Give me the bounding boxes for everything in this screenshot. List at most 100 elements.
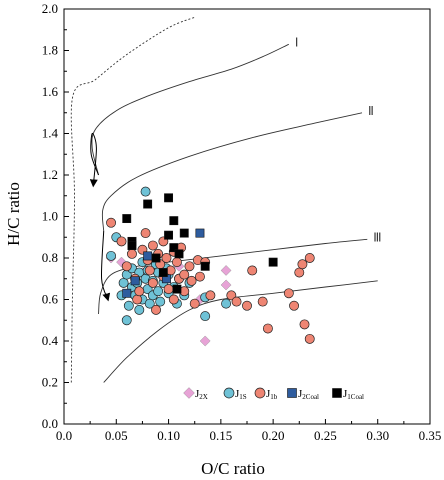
point-J1b xyxy=(232,297,241,306)
x-tick-label: 0.05 xyxy=(105,428,128,443)
legend-item-J1Coal: J1Coal xyxy=(333,388,365,401)
point-J1b xyxy=(263,324,272,333)
legend-marker xyxy=(224,388,234,398)
point-J1S xyxy=(141,187,150,196)
legend: J2X J1S J1b J2Coal J1Coal xyxy=(184,388,365,402)
point-J1b xyxy=(117,237,126,246)
point-J1Coal xyxy=(180,229,188,237)
point-J1Coal xyxy=(173,285,181,293)
point-J1b xyxy=(305,334,314,343)
point-J2Coal xyxy=(144,252,152,260)
y-tick-label: 1.0 xyxy=(42,209,58,224)
x-tick-label: 0.0 xyxy=(56,428,72,443)
x-tick-label: 0.30 xyxy=(366,428,389,443)
point-J1Coal xyxy=(128,241,136,249)
curve-1 xyxy=(92,44,289,175)
point-J2Coal xyxy=(196,229,204,237)
y-tick-label: 0.6 xyxy=(42,292,59,307)
x-tick-label: 0.10 xyxy=(157,428,180,443)
point-J1b xyxy=(258,297,267,306)
axes: 0.0 0.05 0.10 0.15 0.20 0.25 0.30 0.35 0.0 0.2 0.4… xyxy=(42,1,442,443)
point-J2X xyxy=(221,265,231,275)
y-tick-label: 1.8 xyxy=(42,43,58,58)
point-J1b xyxy=(135,287,144,296)
y-tick-label: 0.8 xyxy=(42,250,58,265)
point-J1b xyxy=(300,320,309,329)
point-J1Coal xyxy=(164,231,172,239)
point-J1b xyxy=(106,218,115,227)
legend-label: J2Coal xyxy=(298,388,319,401)
point-J1Coal xyxy=(170,217,178,225)
point-J1b xyxy=(190,299,199,308)
point-J2Coal xyxy=(131,277,139,285)
y-axis-title: H/C ratio xyxy=(4,182,23,246)
point-J2Coal xyxy=(123,289,131,297)
point-J1b xyxy=(305,253,314,262)
legend-item-J1S: J1S xyxy=(224,388,247,401)
point-J1S xyxy=(201,312,210,321)
kerogen-curves: Ⅰ Ⅱ Ⅲ xyxy=(71,17,381,382)
x-tick-label: 0.25 xyxy=(314,428,337,443)
point-J1b xyxy=(206,291,215,300)
point-J1b xyxy=(148,241,157,250)
point-J1b xyxy=(185,262,194,271)
legend-marker xyxy=(184,388,195,399)
curve-label-2: Ⅱ xyxy=(368,104,374,118)
point-J1b xyxy=(127,249,136,258)
point-J1S xyxy=(135,305,144,314)
legend-marker xyxy=(255,388,265,398)
point-J1Coal xyxy=(152,254,160,262)
point-J1S xyxy=(221,299,230,308)
point-J1b xyxy=(187,276,196,285)
y-tick-label: 0.2 xyxy=(42,375,58,390)
legend-item-J1b: J1b xyxy=(255,388,278,401)
x-tick-label: 0.20 xyxy=(262,428,285,443)
point-J1b xyxy=(248,266,257,275)
point-J1b xyxy=(145,266,154,275)
y-tick-label: 1.2 xyxy=(42,167,58,182)
curve-label-1: Ⅰ xyxy=(295,35,299,49)
point-J1b xyxy=(133,295,142,304)
point-J1b xyxy=(172,258,181,267)
plot-frame xyxy=(64,9,430,424)
curve-2 xyxy=(102,113,362,231)
point-J1Coal xyxy=(144,200,152,208)
legend-item-J2Coal: J2Coal xyxy=(288,388,320,401)
point-J1Coal xyxy=(269,258,277,266)
point-J1S xyxy=(156,297,165,306)
legend-marker xyxy=(333,389,342,398)
point-J1b xyxy=(122,262,131,271)
point-J1S xyxy=(154,287,163,296)
point-J1Coal xyxy=(123,214,131,222)
point-J1b xyxy=(289,301,298,310)
point-J1Coal xyxy=(201,262,209,270)
y-tick-label: 1.4 xyxy=(42,126,59,141)
point-J1b xyxy=(141,229,150,238)
y-tick-label: 0.0 xyxy=(42,416,58,431)
point-J1b xyxy=(148,278,157,287)
point-J1S xyxy=(119,278,128,287)
y-tick-label: 1.6 xyxy=(42,84,59,99)
point-J1Coal xyxy=(159,268,167,276)
point-J1b xyxy=(180,270,189,279)
point-J2X xyxy=(221,280,231,290)
x-tick-label: 0.15 xyxy=(209,428,232,443)
curve-5 xyxy=(71,17,194,382)
legend-label: J1b xyxy=(266,388,278,401)
point-J1S xyxy=(106,251,115,260)
point-J1b xyxy=(298,260,307,269)
point-J1b xyxy=(164,285,173,294)
point-J2X xyxy=(200,336,210,346)
point-J1b xyxy=(242,301,251,310)
point-J1S xyxy=(124,301,133,310)
x-tick-label: 0.35 xyxy=(419,428,442,443)
legend-item-J2X: J2X xyxy=(184,388,208,402)
point-J1b xyxy=(151,305,160,314)
point-J1b xyxy=(295,268,304,277)
point-J1Coal xyxy=(164,194,172,202)
point-J1b xyxy=(169,295,178,304)
point-J1b xyxy=(162,253,171,262)
legend-label: J1S xyxy=(235,388,247,401)
point-J1Coal xyxy=(175,250,183,258)
